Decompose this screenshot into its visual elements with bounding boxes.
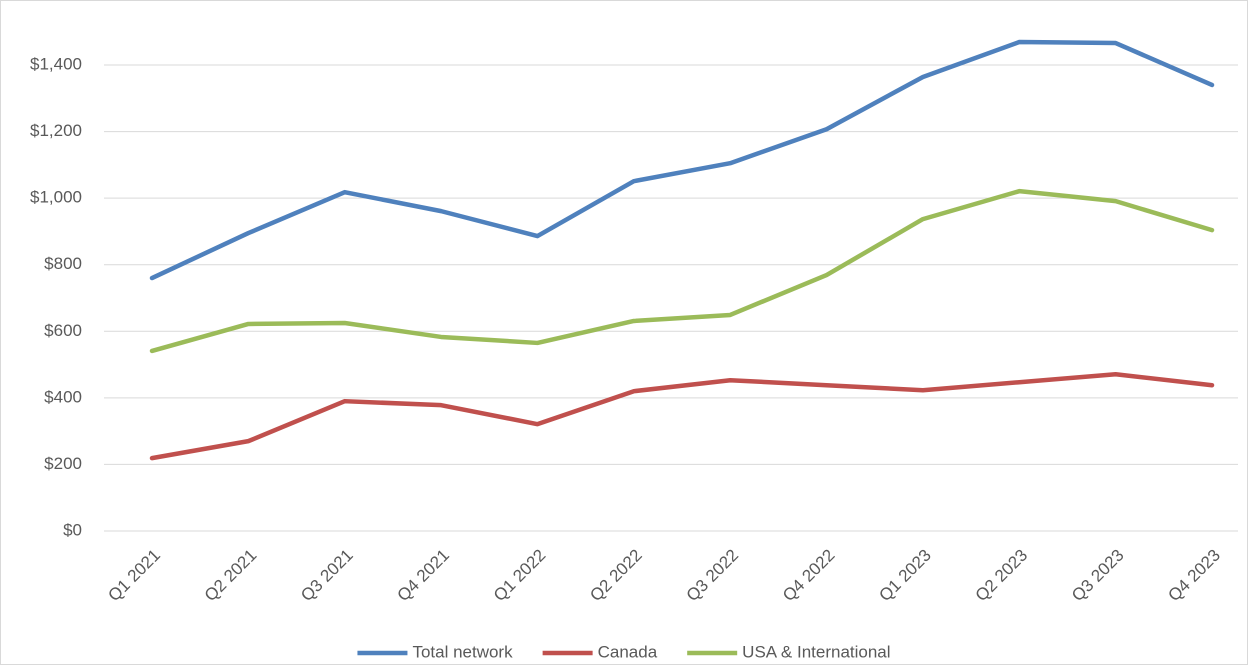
y-tick-label: $600 xyxy=(44,321,82,340)
y-tick-label: $1,000 xyxy=(30,188,82,207)
legend-item: Canada xyxy=(542,642,658,661)
legend-label: USA & International xyxy=(742,642,890,661)
legend-item: USA & International xyxy=(687,642,891,661)
y-tick-label: $200 xyxy=(44,454,82,473)
y-tick-label: $0 xyxy=(63,520,82,539)
legend-label: Total network xyxy=(412,642,513,661)
legend-label: Canada xyxy=(598,642,658,661)
series-line xyxy=(149,188,1215,354)
y-tick-label: $1,400 xyxy=(30,54,82,73)
y-tick-label: $1,200 xyxy=(30,121,82,140)
series-line xyxy=(149,371,1215,461)
y-tick-label: $400 xyxy=(44,387,82,406)
series-line xyxy=(149,39,1215,281)
y-tick-label: $800 xyxy=(44,254,82,273)
legend-item: Total network xyxy=(357,642,513,661)
